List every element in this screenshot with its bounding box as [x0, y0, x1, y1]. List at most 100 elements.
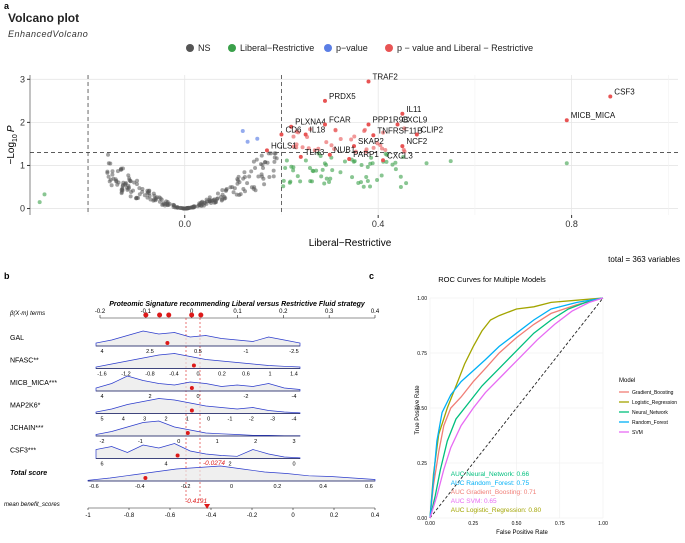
volcano-point-ns	[215, 196, 220, 201]
ridge-top-dot	[157, 312, 163, 318]
volcano-legend-label: Liberal−Restrictive	[240, 43, 314, 53]
ridge-tick-label: -1.2	[121, 372, 130, 378]
roc-auc-label: AUC SVM: 0.65	[451, 498, 497, 505]
volcano-footer: total = 363 variables	[608, 255, 680, 264]
volcano-legend-label: p − value and Liberal − Restrictive	[397, 43, 533, 53]
volcano-point-both	[383, 148, 388, 153]
volcano-labeled-point	[298, 154, 303, 159]
volcano-labeled-point	[564, 118, 569, 123]
roc-ytick-label: 1.00	[417, 296, 427, 302]
ridge-tick-label: -4	[292, 394, 297, 400]
volcano-point-both	[291, 134, 296, 139]
volcano-labeled-point	[371, 133, 376, 138]
volcano-point-ns	[241, 187, 246, 192]
volcano-labeled-point	[381, 158, 386, 163]
volcano-point-ns	[267, 175, 272, 180]
volcano-point-ns	[191, 204, 196, 209]
volcano-point-label: NCF2	[406, 137, 427, 146]
volcano-legend-swatch	[385, 44, 393, 52]
volcano-point-both	[300, 145, 305, 150]
ridge-top-tick-label: 0.1	[233, 309, 242, 315]
volcano-labeled-point	[289, 124, 294, 129]
volcano-point-ns	[106, 174, 111, 179]
roc-legend: Model Gradient_Boosting Logistic_Regressio…	[619, 378, 677, 436]
volcano-point-fc	[393, 167, 398, 172]
volcano-point-ns	[130, 188, 135, 193]
volcano-subtitle: EnhancedVolcano	[8, 29, 89, 39]
roc-ytick-label: 0.75	[417, 351, 427, 357]
volcano-point-both	[401, 147, 406, 152]
volcano-point-ns	[241, 176, 246, 181]
volcano-point-fc	[369, 155, 374, 160]
volcano-point-ns	[114, 179, 119, 184]
volcano-point-ns	[165, 201, 170, 206]
roc-plot: ROC Curves for Multiple Models AUC Neura…	[415, 275, 677, 536]
volcano-point-both	[338, 136, 343, 141]
roc-legend-title: Model	[619, 378, 635, 384]
ridge-top-dot	[189, 312, 195, 318]
volcano-point-fc	[370, 161, 375, 166]
ridge-row-label: MAP2K6*	[10, 403, 41, 410]
volcano-xtick-label: 0.4	[372, 219, 385, 229]
ridge-tick-label: 0.5	[194, 349, 202, 355]
volcano-point-ns	[232, 186, 237, 191]
volcano-point-ns	[209, 201, 214, 206]
volcano-labeled-point	[395, 122, 400, 127]
volcano-point-fc	[295, 174, 300, 179]
volcano-point-ns	[238, 192, 243, 197]
volcano-point-ns	[115, 169, 120, 174]
volcano-point-ns	[137, 186, 142, 191]
volcano-point-ns	[140, 186, 145, 191]
ridge-bottom-tick-label: 0.2	[330, 513, 339, 519]
roc-auc-label: AUC Gradient_Boosting: 0.71	[451, 489, 537, 496]
volcano-point-both	[371, 145, 376, 150]
ridge-density	[87, 465, 376, 482]
volcano-point-ns	[108, 161, 113, 166]
ridge-tick-label: 0	[177, 439, 180, 445]
volcano-point-ns	[253, 166, 258, 171]
volcano-labeled-point	[366, 122, 371, 127]
volcano-point-both	[363, 149, 368, 154]
ridge-marker	[191, 363, 196, 368]
volcano-point-ns	[106, 152, 111, 157]
volcano-points	[37, 126, 569, 211]
volcano-point-ns	[171, 205, 176, 210]
volcano-point-fc	[324, 176, 329, 181]
volcano-point-fc	[330, 168, 335, 173]
volcano-point-ns	[128, 179, 133, 184]
volcano-point-ns	[235, 177, 240, 182]
volcano-point-label: TLR3	[305, 148, 325, 157]
ridge-density	[95, 330, 301, 347]
volcano-point-ns	[224, 187, 229, 192]
volcano-point-ns	[119, 187, 124, 192]
ridge-tick-label: 4	[164, 462, 167, 468]
ridge-tick-label: -0.2	[181, 484, 190, 490]
ridge-tick-label: 1	[186, 417, 189, 423]
ridge-row-label: Total score	[10, 470, 47, 477]
volcano-point-ns	[262, 182, 267, 187]
volcano-xtick-label: 0.0	[178, 219, 191, 229]
volcano-point-both	[294, 145, 299, 150]
volcano-point-ns	[254, 157, 259, 162]
volcano-labeled-point	[347, 157, 352, 161]
volcano-point-fc	[404, 181, 409, 186]
roc-ylabel: True Positive Rate	[415, 385, 421, 435]
volcano-point-fc	[310, 168, 315, 173]
ridge-bottom-tick-label: -0.6	[165, 513, 176, 519]
volcano-ytick-label: 3	[20, 74, 25, 84]
volcano-point-ns	[220, 197, 225, 202]
volcano-point-both	[380, 146, 385, 151]
volcano-point-both	[329, 143, 334, 148]
ridge-marker	[189, 408, 194, 413]
volcano-point-fc	[284, 158, 289, 163]
ridge-row-label: CSF3***	[10, 448, 36, 455]
ridge-top-tick-label: 0.4	[371, 309, 380, 315]
roc-title: ROC Curves for Multiple Models	[438, 275, 546, 284]
volcano-ylabel: −Log10P	[6, 125, 19, 164]
volcano-point-fc	[359, 162, 364, 167]
roc-line-gradient-boosting	[429, 297, 604, 519]
ridge-tick-label: 6	[100, 462, 103, 468]
volcano-point-fc	[384, 159, 389, 164]
ridge-tick-label: 4	[122, 417, 125, 423]
ridge-top-dot	[143, 312, 149, 318]
